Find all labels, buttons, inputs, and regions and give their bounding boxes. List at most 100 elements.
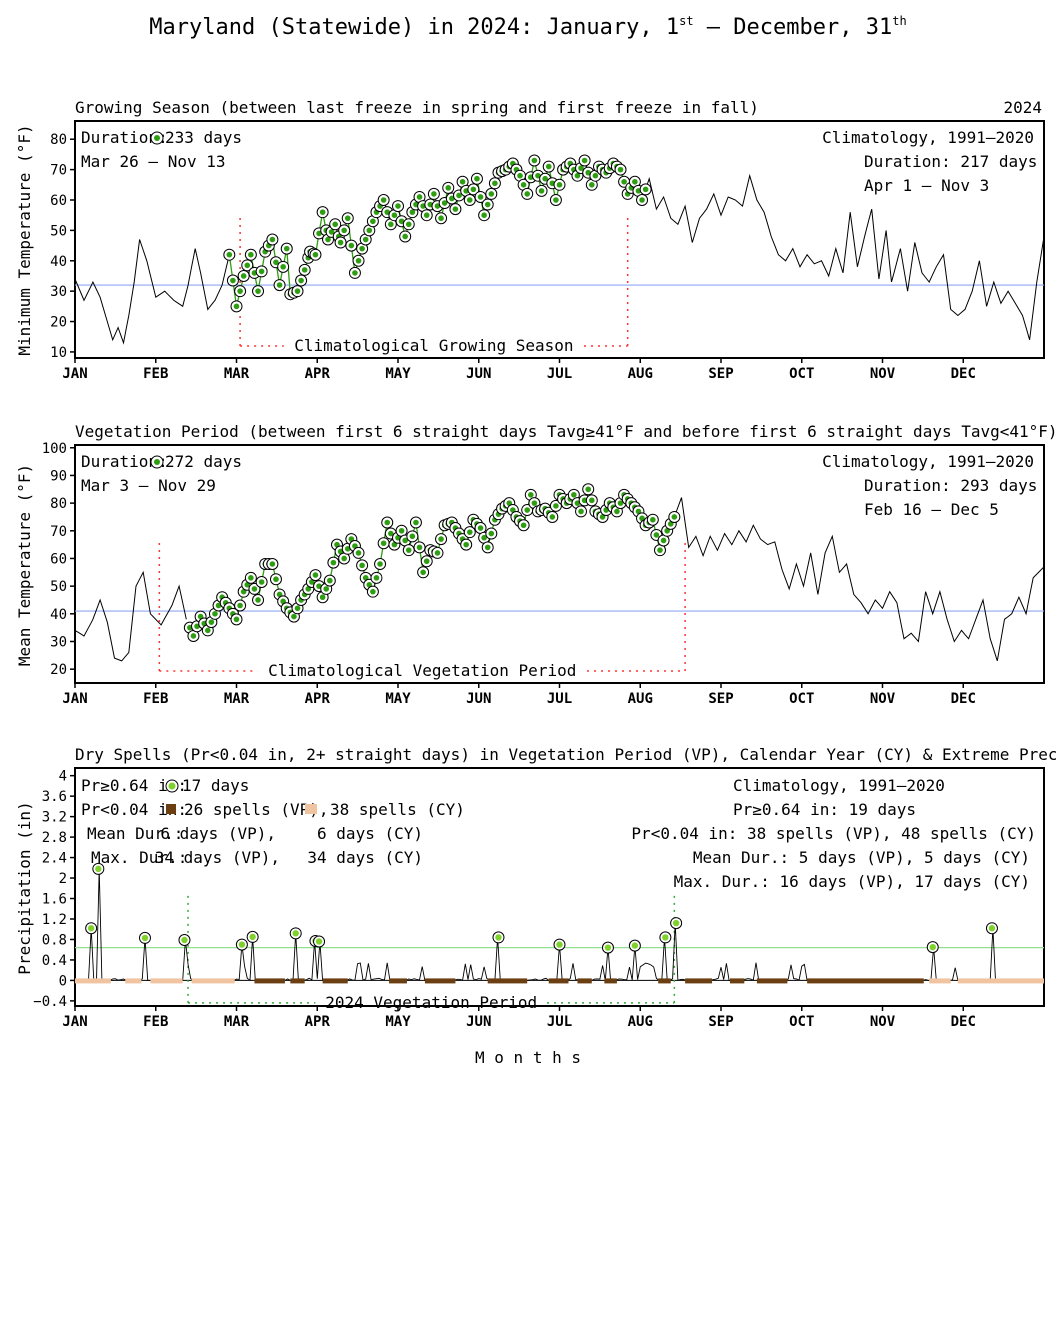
y-tick-label: 2.8 xyxy=(42,830,67,846)
data-point-dot xyxy=(492,180,498,187)
data-point-dot xyxy=(398,527,405,534)
panel1-duration-label: Duration: xyxy=(81,128,168,147)
panel3-ext-value: 17 days xyxy=(182,776,249,795)
extreme-point-dot xyxy=(292,930,299,937)
data-point-dot xyxy=(359,245,365,252)
data-point-dot xyxy=(520,522,527,529)
data-point-dot xyxy=(366,227,373,234)
data-point-dot xyxy=(556,182,563,188)
x-tick-label: JUN xyxy=(466,1014,491,1030)
data-point-dot xyxy=(445,185,452,191)
x-tick-label: NOV xyxy=(870,1014,896,1030)
dry-spell-vp xyxy=(389,978,407,984)
data-point-dot xyxy=(405,221,412,228)
data-point-dot xyxy=(269,561,276,567)
extreme-point-dot xyxy=(672,919,680,927)
data-point-dot xyxy=(359,562,365,569)
panel3-climo-mean: Mean Dur.: 5 days (VP), 5 days (CY) xyxy=(693,848,1030,867)
data-point-dot xyxy=(269,236,276,243)
data-point-dot xyxy=(332,221,338,228)
data-point-dot xyxy=(420,569,426,576)
data-point-dot xyxy=(423,558,430,565)
data-point-dot xyxy=(452,206,459,212)
data-point-dot xyxy=(233,303,240,310)
data-point-dot xyxy=(337,239,344,246)
x-tick-label: MAY xyxy=(385,1014,411,1030)
data-point-dot xyxy=(581,157,588,164)
data-point-dot xyxy=(398,218,405,225)
data-point-dot xyxy=(650,516,656,523)
x-tick-label: JUN xyxy=(466,366,491,382)
data-point-dot xyxy=(409,533,416,540)
data-point-dot xyxy=(370,218,376,225)
panel3-climo-dry: Pr<0.04 in: 38 spells (VP), 48 spells (C… xyxy=(631,824,1036,843)
panel3-title: Dry Spells (Pr<0.04 in, 2+ straight days… xyxy=(75,745,1056,764)
x-tick-label: AUG xyxy=(628,691,653,707)
panel3-plot: −0.4 0 0.4 0.8 1.2 1.6 2 2.4 2.8 3.2 3.6 4 JAN FEB MAR… xyxy=(33,767,1045,1030)
x-tick-label: DEC xyxy=(951,366,976,382)
data-point-dot xyxy=(373,575,380,581)
x-tick-label: OCT xyxy=(789,366,814,382)
dry-spell-cy xyxy=(957,978,1044,984)
data-point-dot xyxy=(413,519,419,526)
data-point-dot xyxy=(474,175,480,182)
series-line-post xyxy=(673,497,1045,662)
x-tick-label: AUG xyxy=(628,366,653,382)
x-tick-label: SEP xyxy=(708,1014,733,1030)
data-point-dot xyxy=(466,197,473,203)
x-tick-label: JAN xyxy=(62,1014,87,1030)
x-tick-label: OCT xyxy=(789,1014,814,1030)
dry-spell-vp xyxy=(658,978,671,984)
data-point-dot xyxy=(402,537,408,544)
data-point-dot xyxy=(380,540,387,547)
data-point-dot xyxy=(251,586,258,592)
panel1-climo-range: Apr 1 – Nov 3 xyxy=(864,176,989,195)
data-point-dot xyxy=(323,586,330,592)
dry-spell-cy xyxy=(150,978,183,984)
y-tick-label: 40 xyxy=(50,254,67,270)
data-point-dot xyxy=(294,605,301,612)
data-point-dot xyxy=(301,267,308,273)
y-tick-label: 80 xyxy=(50,496,67,512)
data-point-dot xyxy=(208,619,215,625)
x-tick-label: JAN xyxy=(62,691,87,707)
data-point-dot xyxy=(405,547,412,553)
panel3-max-vp: 34 days (VP), xyxy=(155,848,280,867)
y-tick-label: 0 xyxy=(59,973,67,989)
y-tick-label: 0.8 xyxy=(42,932,67,948)
x-tick-label: JUL xyxy=(547,1014,572,1030)
data-point-dot xyxy=(327,577,333,584)
data-point-dot xyxy=(294,288,301,294)
x-tick-label: AUG xyxy=(628,1014,653,1030)
y-tick-label: 1.2 xyxy=(42,912,67,928)
dry-spell-cy xyxy=(191,978,235,984)
y-tick-label: 3.2 xyxy=(42,810,67,826)
panel3-climo-title: Climatology, 1991–2020 xyxy=(733,776,945,795)
panel1-ylabel: Minimum Temperature (°F) xyxy=(15,124,34,355)
data-point-dot xyxy=(377,561,383,567)
data-point-dot xyxy=(348,242,355,249)
data-point-dot xyxy=(190,633,197,639)
data-point-dot xyxy=(642,186,649,193)
data-point-dot xyxy=(423,212,430,218)
climo-period-label: Climatological Vegetation Period xyxy=(268,661,576,680)
data-point-dot xyxy=(233,616,240,623)
data-point-dot xyxy=(355,257,362,264)
data-point-dot xyxy=(341,227,347,234)
extreme-point-dot xyxy=(181,936,188,944)
data-point-dot xyxy=(280,264,286,270)
data-point-dot xyxy=(248,251,254,258)
x-axis-label: M o n t h s xyxy=(475,1048,581,1067)
data-point-dot xyxy=(553,197,559,203)
extreme-point-dot xyxy=(495,934,502,941)
data-point-dot xyxy=(449,195,455,202)
data-point-dot xyxy=(589,182,595,188)
data-point-dot xyxy=(273,576,279,583)
data-point-dot xyxy=(316,230,322,237)
y-tick-label: 60 xyxy=(50,193,67,209)
panel3-dry-label: Pr<0.04 in: xyxy=(81,800,187,819)
data-point-dot xyxy=(545,163,552,170)
x-tick-label: APR xyxy=(305,1014,331,1030)
dry-spell-vp xyxy=(577,978,592,984)
data-point-dot xyxy=(531,500,538,506)
